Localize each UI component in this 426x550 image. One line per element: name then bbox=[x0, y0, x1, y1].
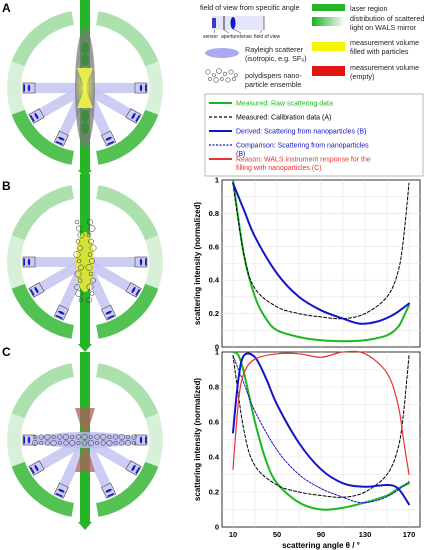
legend-label-0: Measured: Raw scattering data bbox=[236, 101, 333, 108]
instrument-diagram-c bbox=[7, 352, 163, 530]
x-axis-label: scattering angle θ / ° bbox=[282, 541, 360, 550]
legend-mirror-2: light on WALS mirror bbox=[350, 23, 417, 32]
legend-label-4-cont: filling with nanoparticles (C) bbox=[236, 165, 322, 172]
chart-c: 0 0.2 0.4 0.6 0.8 1 scattering intensity (norm… bbox=[193, 348, 421, 550]
detector-icon bbox=[28, 108, 45, 124]
legend-rayleigh-1: Rayleigh scatterer bbox=[245, 45, 304, 54]
rayleigh-scatterer-icon bbox=[205, 48, 239, 58]
fov-part-field-of-view: field of view bbox=[254, 34, 281, 40]
detector-icon bbox=[28, 460, 45, 476]
detector-icon bbox=[28, 282, 45, 298]
series-line-3 bbox=[232, 355, 410, 504]
panel-label-a: A bbox=[2, 1, 11, 15]
detector-icon bbox=[53, 130, 69, 147]
laser-arrow bbox=[78, 522, 92, 530]
x-tick-label: 10 bbox=[229, 530, 237, 539]
legend-fov-title: field of view from specific angle bbox=[200, 3, 299, 12]
detector-icon bbox=[134, 256, 148, 268]
fov-schematic bbox=[212, 16, 265, 34]
legend-label-1: Measured: Calibration data (A) bbox=[236, 115, 331, 122]
y-tick-label: 1 bbox=[215, 176, 219, 185]
legend-poly-1: polydispers nano- bbox=[245, 71, 302, 80]
y-tick-label: 0.2 bbox=[209, 309, 219, 318]
laser-arrow bbox=[78, 344, 92, 352]
detector-icon bbox=[53, 304, 69, 321]
y-tick-label: 0.4 bbox=[209, 453, 220, 462]
laser-region-swatch bbox=[312, 4, 345, 11]
legend-mirror-1: distribution of scattered bbox=[350, 14, 424, 23]
series-line-0 bbox=[232, 179, 410, 343]
legend: field of view from specific angle sensor… bbox=[200, 3, 424, 89]
panel-label-c: C bbox=[2, 345, 11, 359]
legend-rayleigh-2: (isotropic, e.g. SF₆) bbox=[245, 54, 307, 63]
x-tick-label: 50 bbox=[273, 530, 281, 539]
legend-laser: laser region bbox=[350, 4, 388, 13]
y-tick-label: 0.2 bbox=[209, 488, 219, 497]
detector-icon bbox=[125, 282, 142, 298]
x-tick-label: 90 bbox=[317, 530, 325, 539]
measurement-volume bbox=[76, 232, 94, 292]
legend-filled-1: measurement volume bbox=[350, 38, 419, 47]
instrument-diagrams bbox=[7, 0, 163, 530]
y-axis-label: scattering intensity (normalized) bbox=[193, 202, 202, 325]
detector-icon bbox=[125, 108, 142, 124]
instrument-diagram-a bbox=[7, 0, 163, 178]
chart-b: 0 0.2 0.4 0.6 0.8 1 scattering intensity (norm… bbox=[193, 176, 421, 352]
y-tick-label: 0 bbox=[215, 523, 219, 532]
y-tick-label: 0.6 bbox=[209, 242, 219, 251]
detector-icon bbox=[22, 256, 36, 268]
detector-icon bbox=[22, 82, 36, 94]
detector-icon bbox=[134, 82, 148, 94]
legend-label-4: Reason: WALS instrument response for the bbox=[236, 157, 371, 164]
legend-label-2: Derived: Scattering from nanoparticles (… bbox=[236, 129, 366, 136]
series-line-2 bbox=[232, 352, 410, 506]
y-axis-label: scattering intensity (normalized) bbox=[193, 378, 202, 501]
legend-empty-2: (empty) bbox=[350, 72, 374, 81]
sensor-icon bbox=[212, 18, 216, 28]
x-tick-label: 170 bbox=[403, 530, 416, 539]
x-tick-label: 130 bbox=[359, 530, 372, 539]
empty-volume-swatch bbox=[312, 66, 345, 76]
series-line-4 bbox=[232, 350, 410, 476]
fov-part-lense: lense bbox=[240, 34, 252, 40]
series-line-1 bbox=[232, 355, 410, 498]
legend-filled-2: filled with particles bbox=[350, 47, 409, 56]
measurement-volume bbox=[75, 440, 95, 472]
series-line-1 bbox=[232, 182, 410, 320]
y-tick-label: 0.4 bbox=[209, 276, 220, 285]
legend-poly-2: particle ensemble bbox=[245, 80, 301, 89]
fov-part-sensor: sensor bbox=[203, 34, 218, 40]
y-tick-label: 1 bbox=[215, 348, 219, 357]
y-tick-label: 0 bbox=[215, 343, 219, 352]
fov-part-aperture: aperture bbox=[221, 34, 240, 40]
detector-icon bbox=[134, 434, 148, 446]
filled-volume-swatch bbox=[312, 42, 345, 51]
detector-icon bbox=[101, 130, 117, 147]
mirror-distribution-swatch bbox=[312, 17, 345, 26]
series-legend: Measured: Raw scattering data Measured: C… bbox=[204, 93, 424, 177]
lense-icon bbox=[230, 17, 236, 29]
polydisperse-particles-icon bbox=[205, 68, 238, 83]
legend-label-3-cont: (B) bbox=[236, 151, 245, 158]
panel-label-b: B bbox=[2, 179, 11, 193]
series-line-2 bbox=[232, 182, 410, 325]
detector-icon bbox=[101, 304, 117, 321]
detector-icon bbox=[125, 460, 142, 476]
instrument-diagram-b bbox=[7, 174, 163, 352]
y-tick-label: 0.6 bbox=[209, 418, 219, 427]
legend-label-3: Comparison: Scattering from nanoparticle… bbox=[236, 143, 369, 150]
y-tick-label: 0.8 bbox=[209, 209, 219, 218]
detector-icon bbox=[53, 482, 69, 499]
detector-icon bbox=[101, 482, 117, 499]
y-tick-label: 0.8 bbox=[209, 383, 219, 392]
legend-empty-1: measurement volume bbox=[350, 63, 419, 72]
